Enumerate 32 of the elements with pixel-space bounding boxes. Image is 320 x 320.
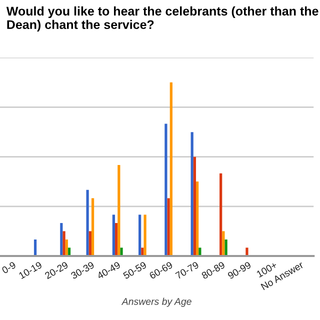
chart-title: Would you like to hear the celebrants (other than the Dean) chant the service? — [6, 6, 318, 32]
bar — [86, 190, 89, 256]
bar — [112, 214, 115, 256]
bar — [118, 165, 120, 256]
x-tick-label: 80-89 — [201, 261, 226, 280]
bar — [222, 231, 225, 256]
bar — [144, 214, 146, 256]
bar — [138, 214, 142, 256]
bar — [167, 198, 170, 256]
bar — [190, 132, 194, 256]
x-tick-label: 90-99 — [227, 261, 252, 280]
x-tick-label: 40-49 — [96, 261, 121, 280]
bar — [114, 223, 118, 256]
bar — [60, 223, 63, 256]
bar — [164, 124, 168, 256]
bar — [91, 198, 94, 256]
bar — [62, 231, 66, 256]
x-tick-label: 70-79 — [175, 261, 200, 280]
bar — [246, 248, 248, 256]
x-axis-title: Answers by Age — [121, 298, 192, 307]
bar — [196, 182, 199, 256]
bar — [193, 156, 196, 256]
bar — [65, 240, 68, 256]
bar — [34, 240, 37, 256]
bar — [120, 248, 123, 256]
x-tick-label: 30-39 — [70, 261, 95, 280]
bar — [170, 82, 172, 256]
bar — [220, 173, 222, 256]
x-tick-label: 60-69 — [148, 261, 174, 280]
x-tick-label: 0-9 — [1, 261, 16, 274]
bar — [88, 231, 92, 256]
bar — [224, 240, 228, 256]
